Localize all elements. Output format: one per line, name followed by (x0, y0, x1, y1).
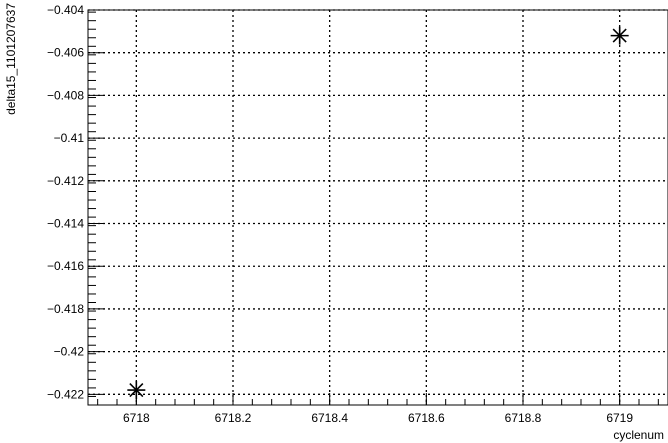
x-axis-ticks: 6718 6718.2 6718.4 6718.6 6718.8 6719 (97, 393, 659, 425)
y-tick-label: −0.418 (47, 302, 84, 316)
x-tick-label: 6718 (123, 411, 150, 425)
y-tick-label: −0.422 (47, 387, 84, 401)
x-axis-label: cyclenum (613, 428, 664, 442)
y-tick-label: −0.404 (47, 3, 84, 17)
y-axis-label: delta15_1101207637 (4, 3, 18, 115)
y-axis-ticks: −0.404 −0.406 −0.408 −0.41 −0.412 −0.414 −0.41… (47, 3, 105, 406)
data-point (127, 381, 146, 400)
x-tick-label: 6718.6 (408, 411, 445, 425)
data-points (127, 26, 629, 400)
data-point (610, 26, 629, 45)
x-tick-label: 6719 (606, 411, 633, 425)
y-tick-label: −0.408 (47, 88, 84, 102)
y-tick-label: −0.42 (54, 345, 85, 359)
y-tick-label: −0.414 (47, 217, 84, 231)
plot-frame (87, 9, 668, 406)
y-tick-label: −0.41 (54, 131, 85, 145)
x-tick-label: 6718.4 (311, 411, 348, 425)
y-tick-label: −0.416 (47, 259, 84, 273)
x-tick-label: 6718.2 (215, 411, 252, 425)
y-tick-label: −0.412 (47, 174, 84, 188)
x-tick-label: 6718.8 (505, 411, 542, 425)
y-tick-label: −0.406 (47, 46, 84, 60)
